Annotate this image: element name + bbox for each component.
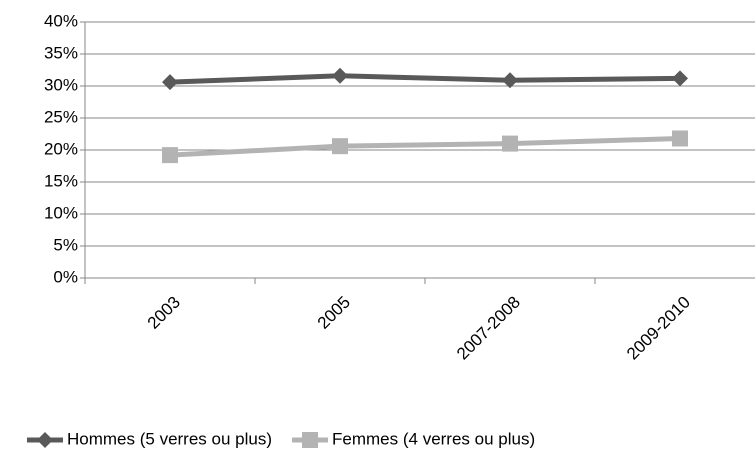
data-point [672, 70, 688, 87]
x-tick-label: 2003 [144, 293, 184, 333]
data-point [162, 74, 178, 91]
data-point [162, 147, 178, 164]
data-point [332, 138, 348, 155]
legend-label: Femmes (4 verres ou plus) [332, 429, 535, 448]
x-tick-label: 2009-2010 [623, 293, 694, 364]
y-tick-label: 10% [44, 203, 78, 222]
series-line [169, 73, 681, 85]
y-tick-label: 15% [44, 171, 78, 190]
y-tick-label: 40% [44, 11, 78, 30]
y-tick-label: 35% [44, 43, 78, 62]
y-tick-label: 25% [44, 107, 78, 126]
y-tick-label: 30% [44, 75, 78, 94]
x-tick-label: 2005 [314, 293, 354, 333]
data-point [502, 72, 518, 89]
y-tick-label: 20% [44, 139, 78, 158]
series-line [169, 135, 681, 158]
y-tick-label: 0% [53, 267, 78, 286]
x-tick-label: 2007-2008 [453, 293, 524, 364]
legend-marker [302, 432, 319, 448]
legend-marker [37, 432, 53, 448]
legend-label: Hommes (5 verres ou plus) [67, 429, 272, 448]
y-tick-label: 5% [53, 235, 78, 254]
data-point [332, 67, 348, 84]
data-point [672, 130, 688, 147]
data-point [502, 135, 518, 152]
